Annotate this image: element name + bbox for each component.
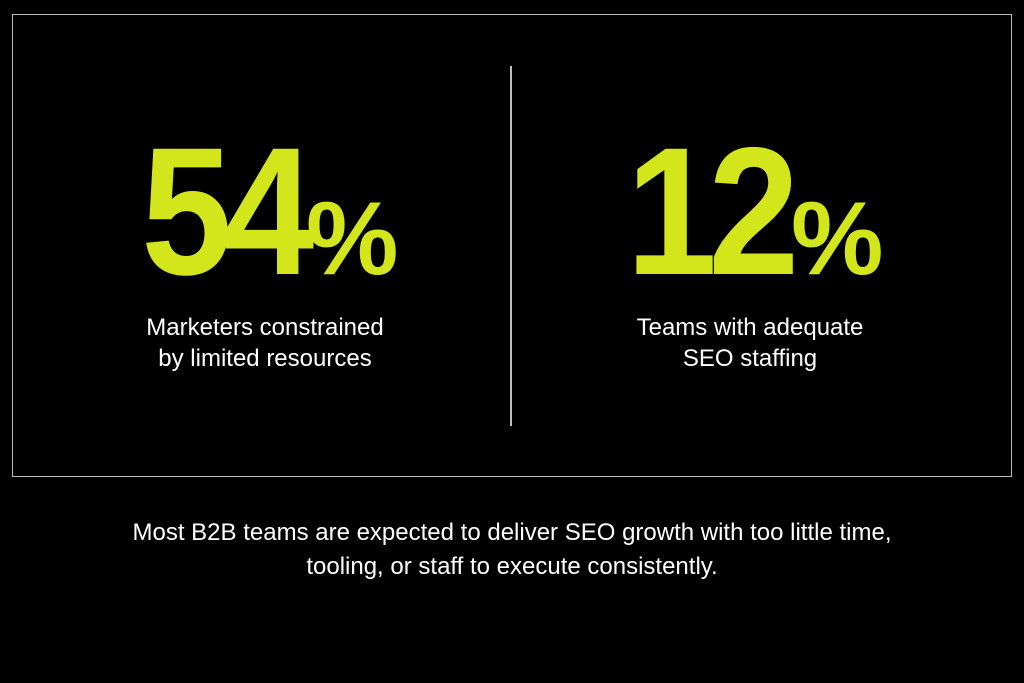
label-line: by limited resources (158, 345, 372, 372)
stat-figure: 12% (550, 120, 950, 302)
stat-label: Marketers constrained by limited resourc… (65, 312, 465, 374)
footer-line: tooling, or staff to execute consistentl… (306, 553, 718, 580)
stat-value: 54 (140, 109, 314, 313)
frame (12, 14, 1012, 477)
label-line: SEO staffing (682, 345, 818, 372)
stat-unit: % (790, 181, 884, 297)
footer: Most B2B teams are expected to deliver S… (0, 516, 1024, 584)
stat-figure: 54% (65, 120, 465, 302)
stat: 12% Teams with adequate SEO staffing (550, 120, 950, 374)
divider (510, 66, 512, 426)
label-line: Teams with adequate (636, 314, 864, 341)
stat-value: 12 (625, 109, 799, 313)
stat-unit: % (305, 181, 399, 297)
footer-line: Most B2B teams are expected to deliver S… (132, 519, 892, 546)
stat-label: Teams with adequate SEO staffing (550, 312, 950, 374)
label-line: Marketers constrained (146, 314, 384, 341)
stat: 54% Marketers constrained by limited res… (65, 120, 465, 374)
